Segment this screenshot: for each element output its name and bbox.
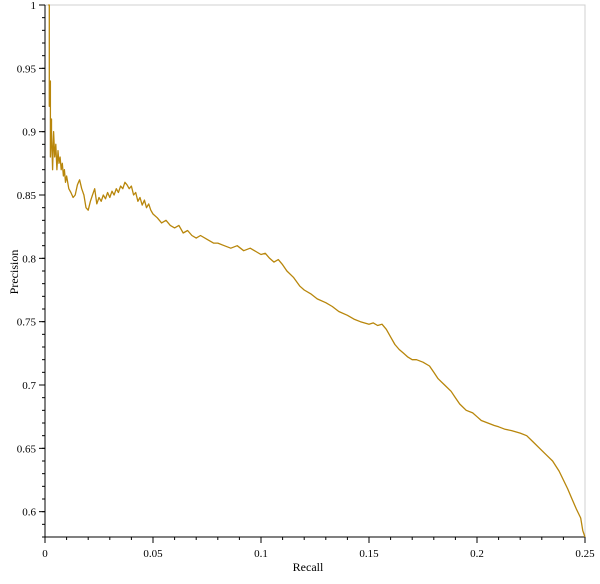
- y-tick-label: 0.6: [22, 507, 36, 519]
- x-tick-label: 0.05: [143, 548, 163, 560]
- x-tick-label: 0.25: [575, 548, 595, 560]
- y-tick-label: 0.7: [22, 380, 36, 392]
- x-tick-label: 0.2: [470, 548, 484, 560]
- x-axis-label: Recall: [293, 560, 324, 574]
- x-tick-label: 0.15: [359, 548, 379, 560]
- y-tick-label: 1: [31, 0, 37, 12]
- plot-frame: [44, 4, 586, 538]
- y-ticks: 0.6 0.65 0.7 0.75 0.8 0.85 0.9 0.95 1: [17, 0, 45, 519]
- y-tick-label: 0.75: [17, 317, 37, 329]
- y-tick-label: 0.95: [17, 63, 37, 75]
- y-tick-label: 0.9: [22, 127, 36, 139]
- y-tick-label: 0.8: [22, 253, 36, 265]
- y-tick-label: 0.85: [17, 190, 37, 202]
- y-tick-label: 0.65: [17, 443, 37, 455]
- y-axis-label: Precision: [7, 250, 21, 295]
- series-line: [48, 4, 586, 538]
- x-ticks: 0 0.05 0.1 0.15 0.2 0.25: [42, 537, 595, 560]
- x-tick-label: 0: [42, 548, 48, 560]
- x-tick-label: 0.1: [254, 548, 268, 560]
